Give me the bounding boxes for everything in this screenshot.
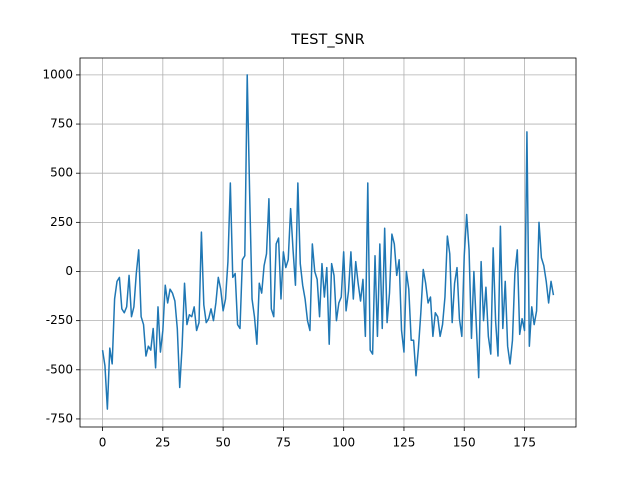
y-tick-label: 500 — [50, 166, 73, 180]
chart-title: TEST_SNR — [290, 32, 364, 48]
x-tick-label: 150 — [453, 436, 476, 450]
x-tick-label: 0 — [99, 436, 107, 450]
x-tick-label: 125 — [393, 436, 416, 450]
x-tick-label: 175 — [513, 436, 536, 450]
x-tick-label: 25 — [155, 436, 170, 450]
y-tick-label: -750 — [46, 411, 73, 425]
series-line — [101, 74, 555, 410]
x-tick-label: 100 — [332, 436, 355, 450]
x-tick-label: 75 — [276, 436, 291, 450]
plot-frame — [79, 57, 577, 428]
y-tick-label: 250 — [50, 215, 73, 229]
y-tick-label: -250 — [46, 313, 73, 327]
x-tick-label: 50 — [215, 436, 230, 450]
y-tick-label: 750 — [50, 117, 73, 131]
y-tick-label: -500 — [46, 362, 73, 376]
y-tick-label: 0 — [65, 264, 73, 278]
y-tick-label: 1000 — [42, 67, 73, 81]
